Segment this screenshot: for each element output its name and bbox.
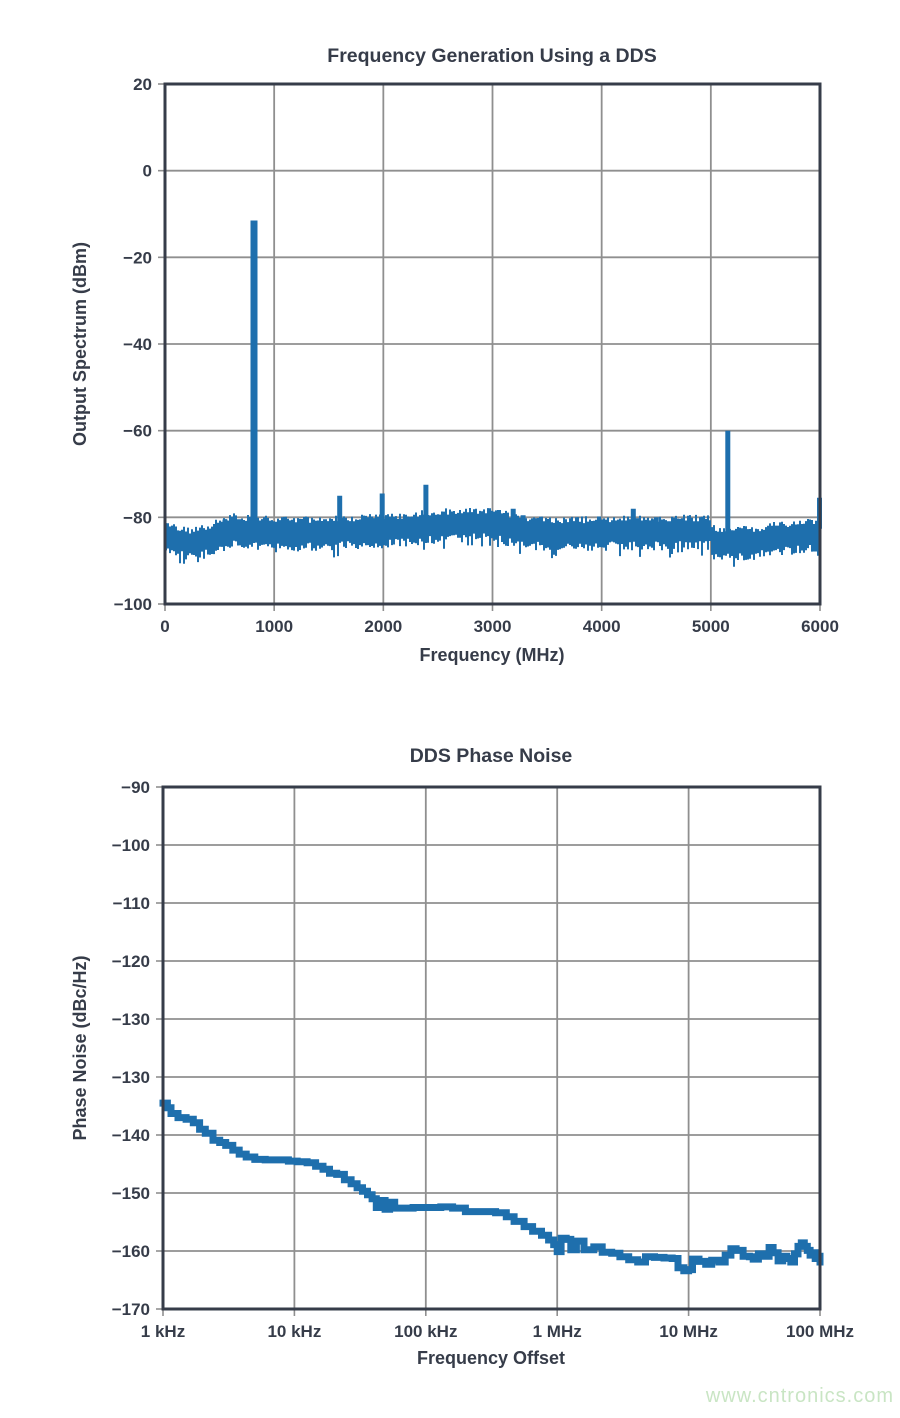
spectrum-x-tick-label: 3000 xyxy=(474,617,512,636)
spectrum-frame xyxy=(163,82,822,606)
phase-noise-y-tick-label: −130 xyxy=(112,1010,150,1029)
phase-noise-y-tick-label: −150 xyxy=(112,1184,150,1203)
phase-noise-x-tick-label: 100 kHz xyxy=(394,1322,457,1341)
phase-noise-xaxis-label: Frequency Offset xyxy=(417,1348,565,1368)
watermark: www.cntronics.com xyxy=(705,1385,894,1407)
spectrum-yaxis-label: Output Spectrum (dBm) xyxy=(70,242,90,446)
spectrum-y-tick-label: −80 xyxy=(123,508,152,527)
phase-noise-y-tick-label: −160 xyxy=(112,1242,150,1261)
spectrum-x-tick-label: 0 xyxy=(160,617,169,636)
spectrum-y-tick-label: −40 xyxy=(123,335,152,354)
spectrum-y-tick-label: 0 xyxy=(143,162,152,181)
phase-noise-series xyxy=(159,1099,824,1275)
spectrum-xaxis-label: Frequency (MHz) xyxy=(419,645,564,665)
phase-noise-grid xyxy=(156,786,821,1316)
spectrum-x-tick-label: 5000 xyxy=(692,617,730,636)
spectrum-y-tick-label: −20 xyxy=(123,248,152,267)
spectrum-trace xyxy=(165,220,822,567)
phase-noise-y-tick-label: −130 xyxy=(112,1068,150,1087)
spectrum-title: Frequency Generation Using a DDS xyxy=(327,45,656,67)
spectrum-x-tick-label: 4000 xyxy=(583,617,621,636)
phase-noise-y-tick-label: −140 xyxy=(112,1126,150,1145)
spectrum-y-tick-label: −60 xyxy=(123,422,152,441)
phase-noise-x-tick-label: 100 MHz xyxy=(786,1322,854,1341)
phase-noise-y-tick-label: −110 xyxy=(113,894,150,913)
spectrum-x-tick-label: 6000 xyxy=(801,617,839,636)
spectrum-tick-labels: 0 1000 2000 3000 4000 5000 6000 20 0 −20 −40 −60 −80… xyxy=(114,75,839,636)
spectrum-y-tick-label: 20 xyxy=(133,75,152,94)
phase-noise-x-tick-label: 1 MHz xyxy=(533,1322,582,1341)
phase-noise-x-tick-label: 10 MHz xyxy=(659,1322,718,1341)
spectrum-x-tick-label: 2000 xyxy=(364,617,402,636)
phase-noise-x-tick-label: 10 kHz xyxy=(267,1322,321,1341)
phase-noise-x-tick-label: 1 kHz xyxy=(141,1322,185,1341)
phase-noise-y-tick-label: −120 xyxy=(112,952,150,971)
spectrum-y-tick-label: −100 xyxy=(114,595,152,614)
phase-noise-trace xyxy=(159,1099,824,1275)
phase-noise-y-tick-label: −90 xyxy=(121,778,150,797)
phase-noise-yaxis-label: Phase Noise (dBc/Hz) xyxy=(70,955,90,1140)
phase-noise-tick-labels: 1 kHz 10 kHz 100 kHz 1 MHz 10 MHz 100 MHz −90 −… xyxy=(112,778,854,1341)
phase-noise-y-tick-label: −170 xyxy=(112,1300,150,1319)
phase-noise-title: DDS Phase Noise xyxy=(410,745,573,767)
phase-noise-y-tick-label: −100 xyxy=(112,836,150,855)
phase-noise-frame xyxy=(161,785,822,1311)
spectrum-x-tick-label: 1000 xyxy=(255,617,293,636)
spectrum-series xyxy=(165,220,822,567)
